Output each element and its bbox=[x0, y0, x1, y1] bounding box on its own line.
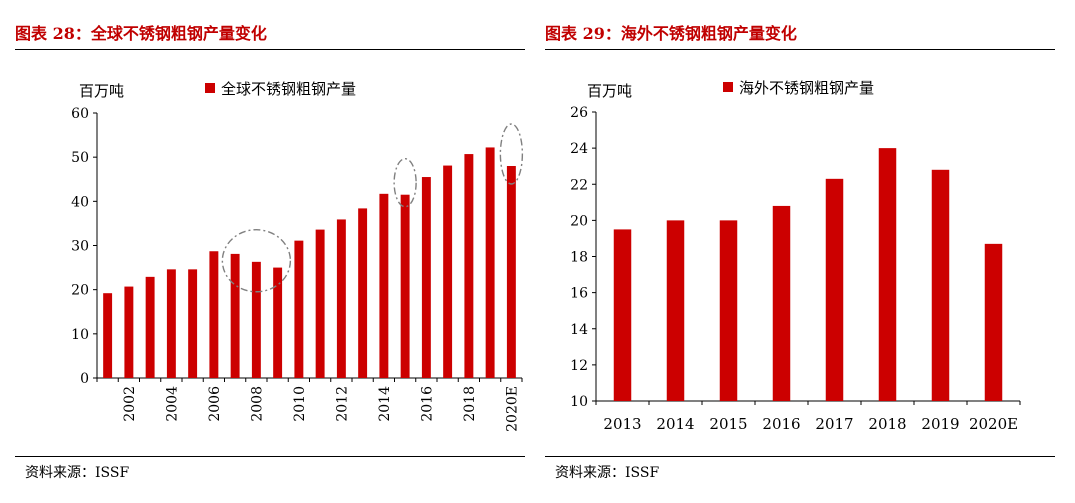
bar-2017 bbox=[443, 165, 453, 378]
overseas-production-chart: 百万吨 海外不锈钢粗钢产量 10 12 14 16 18 20 22 24 26 2013 2014 20… bbox=[570, 79, 1021, 433]
y-tick-label: 40 bbox=[71, 194, 89, 210]
source-note: 资料来源：ISSF bbox=[25, 465, 130, 481]
bar-2015 bbox=[400, 194, 410, 378]
y-tick-label: 22 bbox=[570, 177, 588, 193]
x-tick-label: 2012 bbox=[334, 386, 350, 422]
x-tick-label: 2008 bbox=[249, 386, 265, 422]
y-unit-label: 百万吨 bbox=[587, 82, 632, 100]
bar-2006 bbox=[209, 251, 219, 378]
title-rule bbox=[545, 49, 1055, 50]
x-tick-label: 2013 bbox=[603, 415, 641, 433]
y-unit-label: 百万吨 bbox=[79, 82, 124, 100]
x-tick-label: 2018 bbox=[868, 415, 906, 433]
y-tick-label: 14 bbox=[570, 322, 588, 338]
global-production-chart: 百万吨 全球不锈钢粗钢产量 0 10 20 30 40 50 60 2002 2004 2006 200… bbox=[71, 80, 524, 432]
bar-2009 bbox=[273, 267, 283, 378]
bar-2012 bbox=[336, 219, 346, 378]
bar-2018 bbox=[464, 154, 474, 378]
x-tick-label: 2015 bbox=[709, 415, 747, 433]
y-tick-label: 10 bbox=[570, 394, 588, 410]
figure-title: 图表 28：全球不锈钢粗钢产量变化 bbox=[15, 24, 267, 43]
y-tick-label: 60 bbox=[71, 106, 89, 122]
bar-2015 bbox=[719, 220, 738, 401]
x-tick-label: 2014 bbox=[656, 415, 694, 433]
bar-2014 bbox=[379, 193, 389, 378]
bar-2007 bbox=[230, 253, 240, 378]
legend-swatch bbox=[723, 82, 733, 92]
x-tick-label: 2020E bbox=[969, 415, 1018, 433]
bar-2017 bbox=[825, 178, 844, 401]
bar-2013 bbox=[613, 229, 632, 401]
left-figure: 图表 28：全球不锈钢粗钢产量变化 百万吨 全球不锈钢粗钢产量 0 10 20 30 40 5… bbox=[15, 0, 525, 503]
bar-2002 bbox=[124, 286, 134, 378]
bar-2008 bbox=[251, 261, 261, 378]
x-tick-label: 2018 bbox=[462, 386, 478, 422]
highlight-ellipse bbox=[499, 123, 524, 185]
bar-2019 bbox=[485, 147, 495, 378]
x-tick-label: 2016 bbox=[762, 415, 800, 433]
y-tick-label: 10 bbox=[71, 327, 89, 343]
y-tick-label: 0 bbox=[80, 371, 89, 387]
bar-2019 bbox=[931, 169, 950, 401]
bar-2013 bbox=[358, 208, 368, 378]
legend-label: 海外不锈钢粗钢产量 bbox=[739, 79, 874, 97]
x-tick-label: 2004 bbox=[164, 386, 180, 422]
y-tick-label: 24 bbox=[570, 141, 588, 157]
x-tick-label: 2019 bbox=[921, 415, 959, 433]
bar-2018 bbox=[878, 148, 897, 401]
y-tick-label: 18 bbox=[570, 250, 588, 266]
x-tick-label: 2006 bbox=[207, 386, 223, 422]
source-rule bbox=[15, 456, 525, 457]
legend-swatch bbox=[205, 83, 215, 93]
x-tick-label: 2002 bbox=[122, 386, 138, 422]
x-tick-label: 2016 bbox=[419, 386, 435, 422]
y-tick-label: 20 bbox=[71, 283, 89, 299]
source-rule bbox=[545, 456, 1055, 457]
bar-2003 bbox=[145, 276, 155, 378]
y-tick-label: 16 bbox=[570, 286, 588, 302]
y-tick-label: 12 bbox=[570, 358, 588, 374]
y-tick-label: 26 bbox=[570, 105, 588, 121]
highlight-ellipse bbox=[221, 229, 292, 293]
x-tick-label: 2010 bbox=[292, 386, 308, 422]
bar-2005 bbox=[188, 269, 198, 378]
title-rule bbox=[15, 49, 525, 50]
bar-2004 bbox=[166, 269, 176, 378]
bar-2014 bbox=[666, 220, 685, 401]
bar-2011 bbox=[315, 229, 325, 378]
x-tick-label: 2020E bbox=[504, 386, 520, 432]
bar-2016 bbox=[421, 177, 431, 378]
bar-2020E bbox=[506, 166, 516, 378]
y-tick-label: 50 bbox=[71, 150, 89, 166]
x-tick-label: 2014 bbox=[377, 386, 393, 422]
figure-title: 图表 29：海外不锈钢粗钢产量变化 bbox=[545, 24, 797, 43]
x-tick-label: 2017 bbox=[815, 415, 853, 433]
bar-2016 bbox=[772, 205, 791, 401]
right-figure: 图表 29：海外不锈钢粗钢产量变化 百万吨 海外不锈钢粗钢产量 10 12 14 16 18… bbox=[545, 0, 1055, 503]
source-note: 资料来源：ISSF bbox=[555, 465, 660, 481]
highlight-ellipse bbox=[393, 158, 417, 208]
bar-2020E bbox=[984, 243, 1003, 401]
bar-2010 bbox=[294, 240, 304, 378]
y-tick-label: 30 bbox=[71, 239, 89, 255]
legend-label: 全球不锈钢粗钢产量 bbox=[221, 80, 356, 98]
y-tick-label: 20 bbox=[570, 213, 588, 229]
bar-2001 bbox=[103, 293, 113, 378]
